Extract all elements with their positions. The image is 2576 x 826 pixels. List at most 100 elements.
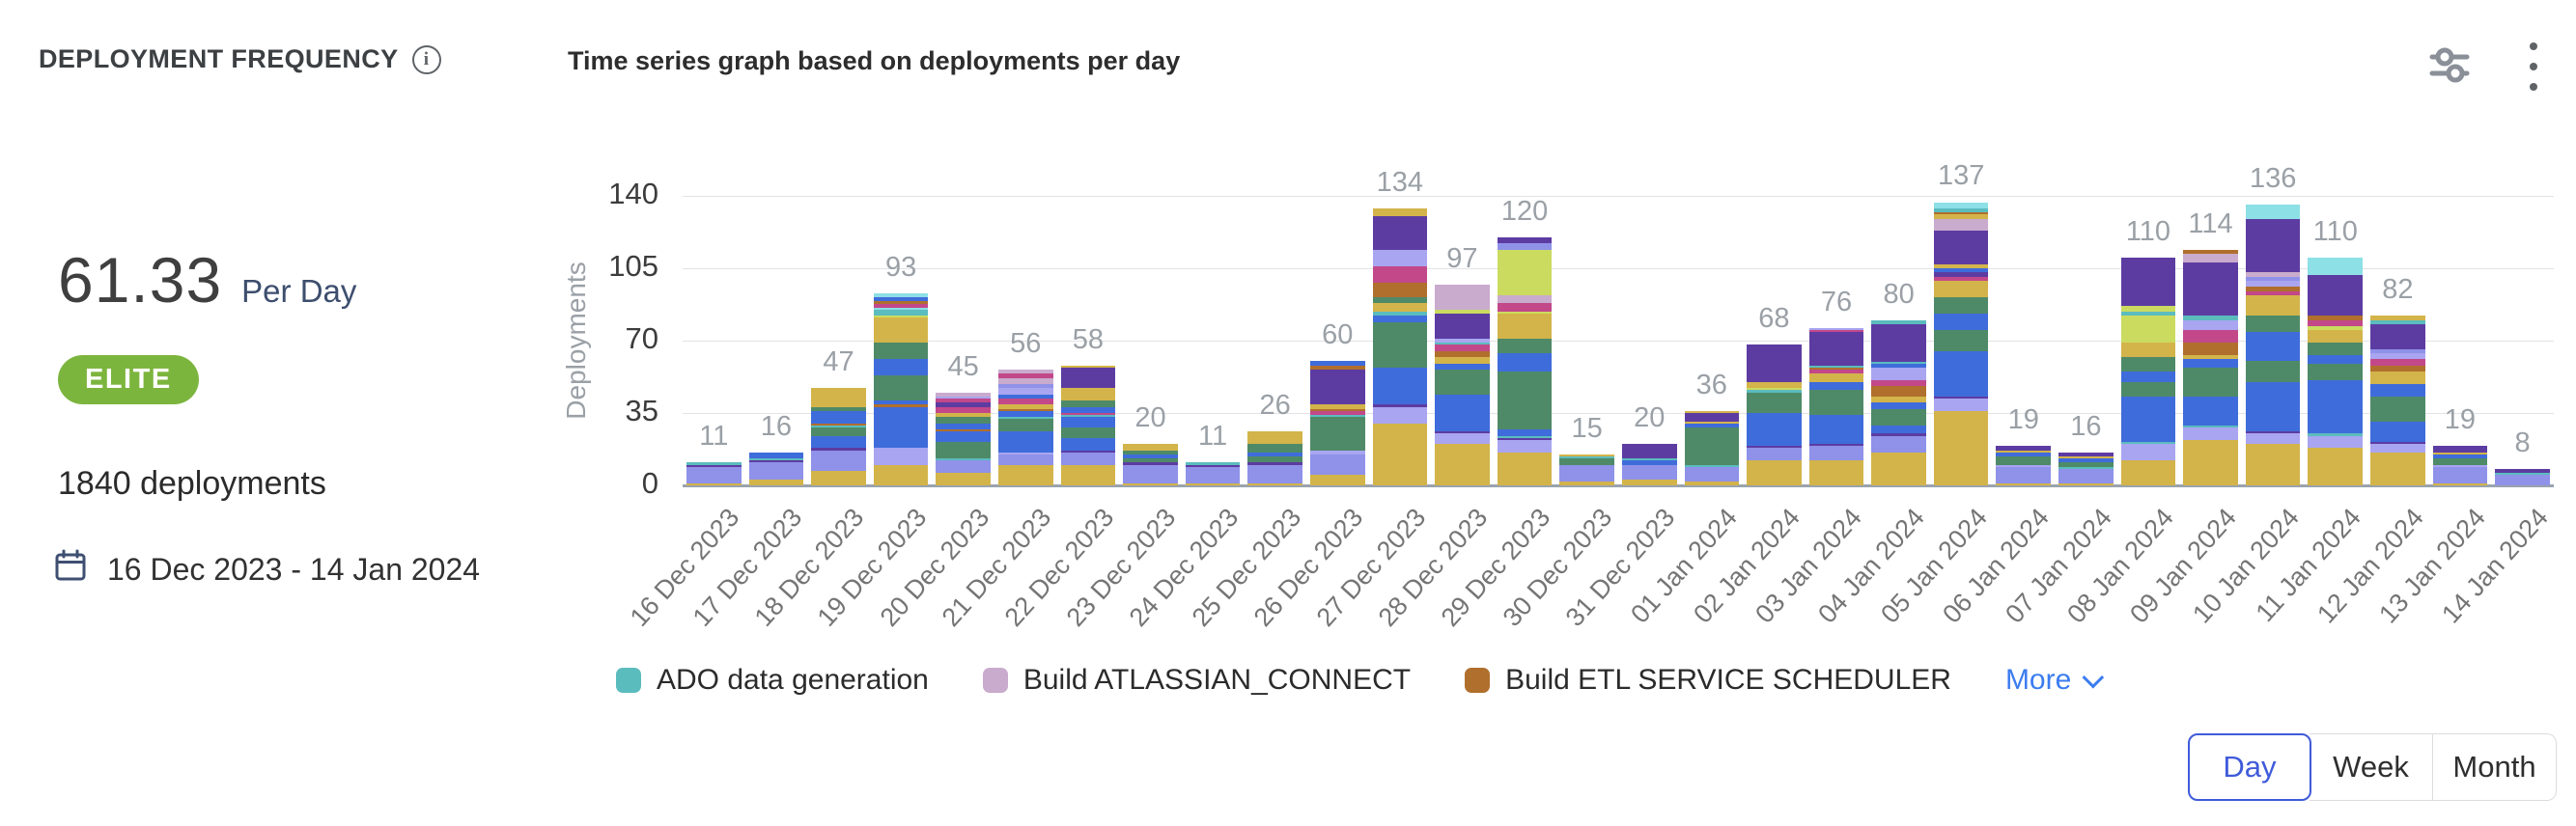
legend-item[interactable]: Build ATLASSIAN_CONNECT (982, 664, 1411, 697)
bar-value-label: 47 (823, 346, 854, 378)
bar-segment (1808, 446, 1864, 461)
bar-stack[interactable] (2495, 468, 2550, 485)
legend-swatch (982, 668, 1008, 693)
view-button-day[interactable]: Day (2188, 733, 2311, 801)
bar-stack[interactable] (1309, 361, 1365, 485)
bar-segment (811, 450, 866, 471)
bar-segment (1621, 464, 1677, 480)
bar-segment (2245, 204, 2301, 219)
bar-segment (1871, 319, 1926, 324)
bar-stack[interactable] (1247, 431, 1302, 485)
bar-segment (1060, 400, 1116, 407)
bar-value-label: 19 (2007, 404, 2039, 436)
bar-segment (1247, 462, 1302, 465)
bar-segment (1309, 410, 1365, 416)
bar-stack[interactable] (1747, 344, 1802, 485)
bar-segment (1933, 272, 1989, 277)
bar-stack[interactable] (1871, 319, 1926, 485)
bar-segment (1933, 410, 1989, 485)
bar-stack[interactable] (1060, 365, 1116, 485)
bar-segment (1309, 417, 1365, 451)
bar-segment (997, 399, 1053, 405)
bar-segment (1060, 365, 1116, 368)
bar-segment (1559, 458, 1614, 465)
bar-stack[interactable] (1123, 444, 1178, 485)
bar-segment (811, 388, 866, 407)
bar-segment (1497, 294, 1553, 304)
bar-stack[interactable] (1808, 328, 1864, 485)
bar-stack[interactable] (2308, 258, 2364, 485)
bar-segment (2183, 427, 2238, 440)
bar-segment (1497, 303, 1553, 313)
bar-segment (2308, 274, 2364, 317)
bar-value-label: 134 (1376, 166, 1424, 198)
legend-more-link[interactable]: More (2005, 664, 2105, 697)
bar-column: 82 12 Jan 2024 (2311, 196, 2429, 628)
bar-segment (1497, 439, 1553, 453)
bar-segment (748, 458, 804, 461)
bar-stack[interactable] (2120, 258, 2176, 485)
bar-stack[interactable] (2370, 316, 2425, 485)
bar-column: 114 09 Jan 2024 (2124, 196, 2242, 629)
bar-column: 76 03 Jan 2024 (1750, 196, 1868, 628)
bar-segment (1808, 330, 1864, 333)
bar-value-label: 68 (1758, 303, 1790, 335)
bar-segment (1497, 243, 1553, 250)
legend-item[interactable]: Build ETL SERVICE SCHEDULER (1465, 664, 1951, 697)
bar-stack[interactable] (1435, 285, 1490, 485)
bar-segment (2370, 452, 2425, 485)
bar-segment (1808, 444, 1864, 447)
bar-stack[interactable] (1621, 444, 1677, 485)
legend-item[interactable]: ADO data generation (616, 664, 929, 697)
kebab-menu-icon[interactable] (2520, 37, 2547, 96)
bar-value-label: 110 (2125, 216, 2171, 248)
bar-stack[interactable] (1185, 462, 1241, 485)
bar-segment (1684, 481, 1740, 485)
bar-segment (1871, 367, 1926, 380)
bar-stack[interactable] (1559, 454, 1614, 485)
bar-stack[interactable] (1933, 202, 1989, 485)
bar-segment (1372, 283, 1428, 298)
gridline-35 (683, 413, 2554, 414)
view-button-week[interactable]: Week (2310, 733, 2433, 801)
bar-stack[interactable] (997, 370, 1053, 485)
bar-segment (811, 427, 866, 436)
bar-segment (1435, 433, 1490, 445)
bar-stack[interactable] (748, 452, 804, 485)
bar-stack[interactable] (873, 292, 929, 485)
bar-segment (1435, 285, 1490, 310)
gridline-70 (683, 341, 2554, 342)
bar-stack[interactable] (2183, 249, 2238, 485)
bar-column: 110 11 Jan 2024 (2251, 196, 2366, 627)
bar-stack[interactable] (936, 392, 991, 485)
bar-stack[interactable] (1372, 207, 1428, 485)
bar-segment (1123, 454, 1178, 459)
bar-stack[interactable] (2058, 452, 2114, 485)
bar-segment (1559, 481, 1614, 485)
bar-stack[interactable] (811, 388, 866, 485)
deployment-count: 1840 deployments (58, 465, 326, 502)
bar-segment (997, 388, 1053, 395)
chevron-down-icon (2082, 666, 2105, 689)
filter-sliders-icon[interactable] (2427, 42, 2472, 92)
bar-segment (1060, 417, 1116, 428)
view-button-month[interactable]: Month (2433, 733, 2557, 801)
bar-segment (1684, 466, 1740, 482)
bar-segment (1309, 408, 1365, 411)
bar-stack[interactable] (2432, 446, 2488, 485)
bar-segment (1435, 338, 1490, 344)
bar-segment (873, 309, 929, 317)
bar-stack[interactable] (1497, 236, 1553, 485)
bar-stack[interactable] (686, 462, 742, 485)
bar-segment (2183, 367, 2238, 397)
bar-stack[interactable] (1684, 410, 1740, 485)
rate-value: 61.33 (58, 244, 223, 316)
bar-value-label: 20 (1634, 402, 1666, 434)
bar-segment (1996, 464, 2052, 467)
info-icon[interactable]: i (411, 44, 441, 74)
rate-unit: Per Day (241, 273, 357, 309)
bar-stack[interactable] (1996, 446, 2052, 485)
bar-stack[interactable] (2245, 204, 2301, 485)
legend-swatch (616, 668, 641, 693)
bar-segment (1808, 370, 1864, 374)
